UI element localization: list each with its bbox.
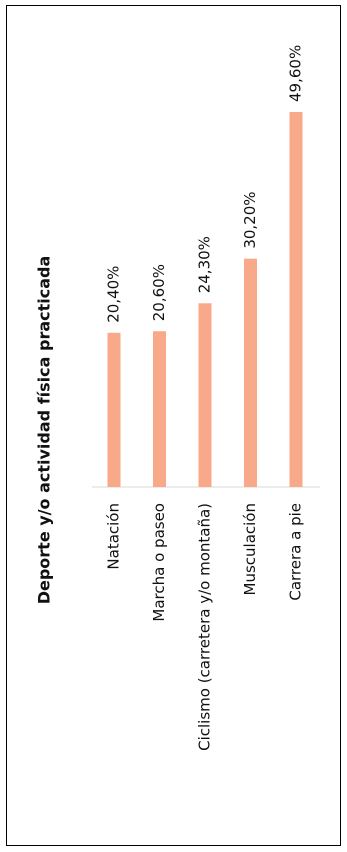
category-label: Natación <box>105 503 123 570</box>
bar <box>107 332 121 487</box>
data-label: 49,60% <box>287 45 305 102</box>
chart-title: Deporte y/o actividad física practicada <box>35 256 54 605</box>
category-label: Carrera a pie <box>287 503 305 601</box>
frame <box>6 5 341 846</box>
category-label: Musculación <box>241 503 259 595</box>
category-label: Marcha o paseo <box>150 503 168 622</box>
bar <box>244 258 257 487</box>
data-label: 20,40% <box>105 266 123 323</box>
category-label: Ciclismo (carretera y/o montaña) <box>196 503 214 751</box>
data-label: 20,60% <box>150 264 168 321</box>
bar <box>289 112 303 487</box>
bar <box>153 331 166 487</box>
bar <box>198 303 212 487</box>
data-label: 24,30% <box>196 236 214 293</box>
data-label: 30,20% <box>241 191 259 248</box>
